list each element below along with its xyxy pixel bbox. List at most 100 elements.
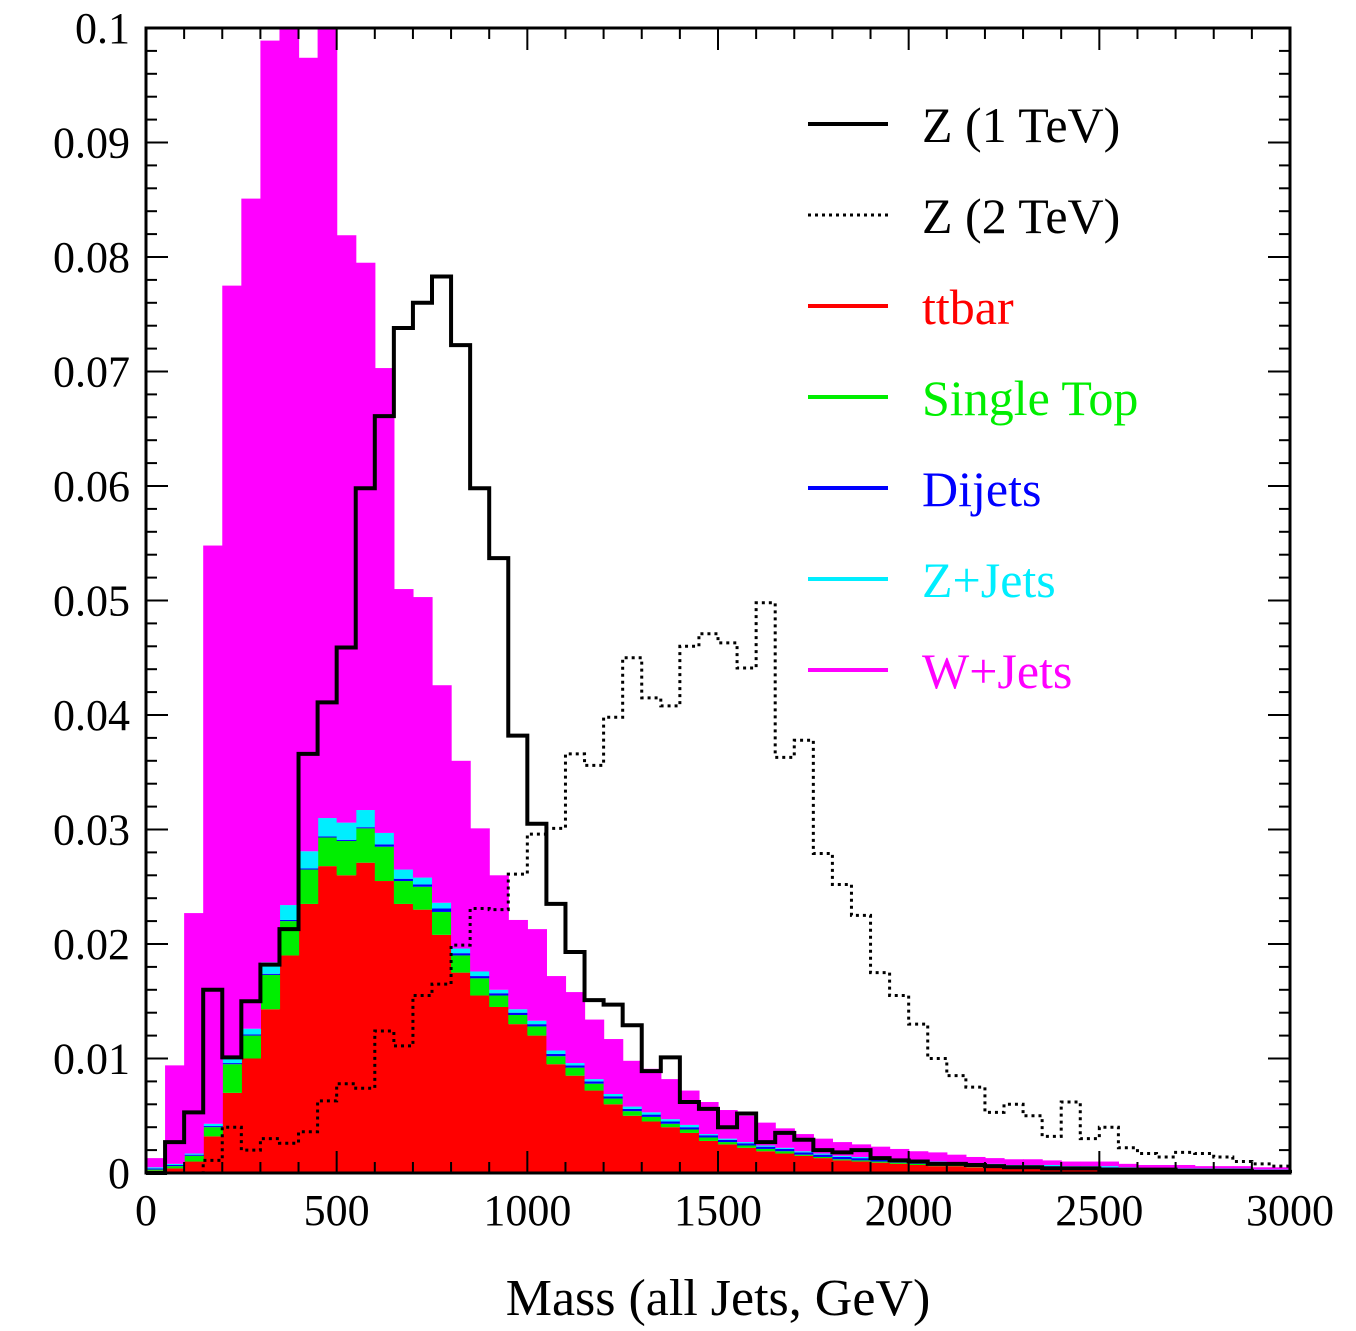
bar: [317, 837, 338, 867]
y-tick-label: 0.09: [53, 119, 130, 168]
bar: [355, 862, 376, 1173]
bar: [222, 1058, 242, 1064]
bar: [775, 1151, 795, 1154]
x-tick-label: 0: [135, 1186, 157, 1235]
bar: [489, 989, 509, 994]
bar: [851, 1156, 872, 1159]
bar: [317, 818, 338, 837]
bar: [1270, 1167, 1291, 1170]
bar: [603, 1098, 624, 1105]
bar: [698, 1134, 719, 1136]
bar: [698, 1135, 719, 1138]
x-tick-label: 3000: [1246, 1186, 1334, 1235]
bar: [756, 1151, 776, 1173]
bar: [794, 1154, 814, 1156]
bar: [317, 836, 338, 838]
bar: [641, 1068, 662, 1113]
bar: [279, 955, 300, 1173]
bar: [1004, 1168, 1024, 1173]
bar: [146, 1167, 166, 1169]
y-tick-label: 0.03: [53, 806, 130, 855]
legend-label: Single Top: [922, 370, 1138, 426]
bar: [146, 1169, 166, 1171]
bar: [927, 1166, 948, 1173]
bar: [374, 832, 395, 845]
line-z-2-tev-: [146, 601, 1292, 1175]
y-tick-label: 0: [108, 1149, 130, 1198]
series-w-jets: [146, 28, 1291, 1170]
x-tick-label: 1000: [483, 1186, 571, 1235]
bar: [641, 1121, 662, 1173]
bar: [260, 974, 281, 1010]
bar: [527, 1020, 547, 1025]
bar: [984, 1158, 1005, 1164]
bar: [432, 902, 452, 909]
bar: [698, 1137, 719, 1141]
bar: [775, 1148, 795, 1152]
series-single-top: [146, 828, 1119, 1171]
bar: [794, 1134, 814, 1152]
bar: [1213, 1166, 1234, 1169]
line-z-1-tev-: [146, 274, 1292, 1175]
bar: [851, 1158, 872, 1161]
bar: [451, 760, 471, 949]
bar: [184, 1154, 204, 1156]
bar: [622, 1108, 643, 1112]
bar: [660, 1119, 681, 1122]
bar: [355, 828, 376, 863]
legend-label: Z+Jets: [922, 552, 1056, 608]
bar: [336, 822, 357, 840]
bar: [508, 1009, 528, 1013]
bar: [889, 1162, 910, 1164]
bar: [1042, 1164, 1062, 1167]
bar: [298, 869, 319, 904]
bar: [641, 1112, 662, 1115]
bar: [603, 1096, 624, 1099]
bar: [165, 1164, 185, 1167]
bar: [1099, 1166, 1119, 1168]
bar: [412, 884, 433, 887]
bar: [1023, 1159, 1043, 1165]
bar: [622, 1106, 643, 1109]
bar: [527, 1035, 547, 1173]
bar: [584, 1083, 605, 1091]
bar: [412, 909, 433, 1173]
bar: [851, 1161, 872, 1173]
bar: [336, 839, 357, 841]
bar: [946, 1154, 967, 1163]
bar: [851, 1160, 872, 1162]
bar: [393, 589, 414, 870]
bar: [470, 976, 490, 979]
bar: [336, 875, 357, 1173]
bar: [451, 955, 471, 973]
bar: [317, 28, 338, 819]
bar: [279, 905, 300, 920]
bar: [679, 1127, 700, 1130]
bar: [622, 1060, 643, 1107]
bar: [603, 1104, 624, 1173]
y-tick-label: 0.02: [53, 920, 130, 969]
bar: [374, 881, 395, 1173]
bar: [698, 1140, 719, 1173]
bar: [527, 1024, 547, 1027]
bar: [279, 919, 300, 922]
bar: [146, 1168, 166, 1170]
bar: [813, 1158, 833, 1173]
bar: [393, 869, 414, 879]
bar: [660, 1127, 681, 1173]
y-tick-label: 0.06: [53, 462, 130, 511]
bar: [527, 929, 547, 1021]
bar: [336, 840, 357, 876]
bar: [241, 1035, 261, 1059]
bar: [660, 1121, 681, 1124]
legend-item: Dijets: [808, 461, 1041, 517]
bar: [184, 1155, 204, 1162]
bar: [698, 1102, 719, 1135]
bar: [1118, 1163, 1139, 1168]
bar: [870, 1162, 891, 1173]
bar: [184, 1161, 204, 1173]
bar: [813, 1153, 833, 1155]
bar: [165, 1168, 185, 1173]
bar: [432, 685, 452, 903]
